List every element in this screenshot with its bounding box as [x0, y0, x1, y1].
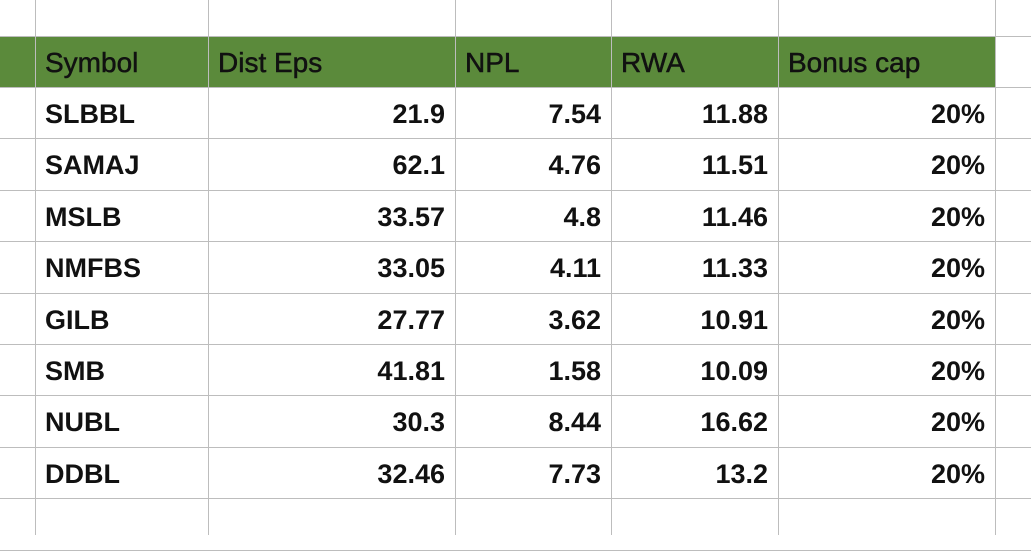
row-border	[0, 190, 1031, 191]
value-cell[interactable]: 41.81	[377, 356, 445, 386]
value-cell[interactable]: 20%	[930, 459, 985, 489]
value-cell[interactable]: 13.2	[715, 459, 768, 489]
row-border	[0, 293, 1031, 294]
symbol-cell[interactable]: NMFBS	[45, 253, 141, 283]
value-cell[interactable]: 4.76	[548, 150, 601, 180]
column-border	[995, 0, 996, 535]
column-border	[208, 0, 209, 535]
header-cell[interactable]: Bonus cap	[788, 47, 921, 79]
value-cell[interactable]: 8.44	[548, 407, 601, 437]
value-cell[interactable]: 62.1	[392, 150, 445, 180]
symbol-cell[interactable]: SMB	[45, 356, 105, 386]
symbol-cell[interactable]: NUBL	[45, 407, 120, 437]
header-cell[interactable]: Symbol	[45, 47, 139, 79]
row-border	[0, 36, 1031, 37]
row-border	[0, 241, 1031, 242]
column-border	[455, 0, 456, 535]
symbol-cell[interactable]: SAMAJ	[45, 150, 140, 180]
value-cell[interactable]: 4.11	[549, 253, 601, 283]
value-cell[interactable]: 20%	[930, 253, 985, 283]
value-cell[interactable]: 20%	[930, 202, 985, 232]
value-cell[interactable]: 33.57	[377, 202, 445, 232]
header-cell[interactable]: RWA	[621, 47, 685, 79]
value-cell[interactable]: 20%	[930, 356, 985, 386]
column-border	[611, 0, 612, 535]
row-border	[0, 138, 1031, 139]
value-cell[interactable]: 7.54	[548, 99, 601, 129]
symbol-cell[interactable]: GILB	[45, 305, 110, 335]
symbol-cell[interactable]: DDBL	[45, 459, 120, 489]
header-cell[interactable]: NPL	[465, 47, 520, 79]
column-border	[778, 0, 779, 535]
value-cell[interactable]: 1.58	[548, 356, 601, 386]
value-cell[interactable]: 7.73	[548, 459, 601, 489]
header-cell[interactable]: Dist Eps	[218, 47, 323, 79]
row-border	[0, 498, 1031, 499]
value-cell[interactable]: 11.46	[701, 202, 768, 232]
row-border	[0, 87, 1031, 88]
value-cell[interactable]: 30.3	[392, 407, 445, 437]
value-cell[interactable]: 11.51	[701, 150, 768, 180]
value-cell[interactable]: 20%	[930, 407, 985, 437]
value-cell[interactable]: 21.9	[392, 99, 445, 129]
value-cell[interactable]: 11.88	[701, 99, 768, 129]
row-border	[0, 395, 1031, 396]
value-cell[interactable]: 10.09	[700, 356, 768, 386]
value-cell[interactable]: 32.46	[377, 459, 445, 489]
value-cell[interactable]: 20%	[930, 150, 985, 180]
value-cell[interactable]: 16.62	[700, 407, 768, 437]
symbol-cell[interactable]: SLBBL	[45, 99, 135, 129]
value-cell[interactable]: 20%	[930, 305, 985, 335]
column-border	[35, 0, 36, 535]
header-row-fill	[0, 36, 995, 87]
value-cell[interactable]: 10.91	[700, 305, 768, 335]
value-cell[interactable]: 4.8	[563, 202, 601, 232]
row-border	[0, 447, 1031, 448]
value-cell[interactable]: 27.77	[377, 305, 445, 335]
symbol-cell[interactable]: MSLB	[45, 202, 122, 232]
value-cell[interactable]: 11.33	[701, 253, 768, 283]
value-cell[interactable]: 20%	[930, 99, 985, 129]
value-cell[interactable]: 33.05	[377, 253, 445, 283]
value-cell[interactable]: 3.62	[548, 305, 601, 335]
row-border	[0, 344, 1031, 345]
